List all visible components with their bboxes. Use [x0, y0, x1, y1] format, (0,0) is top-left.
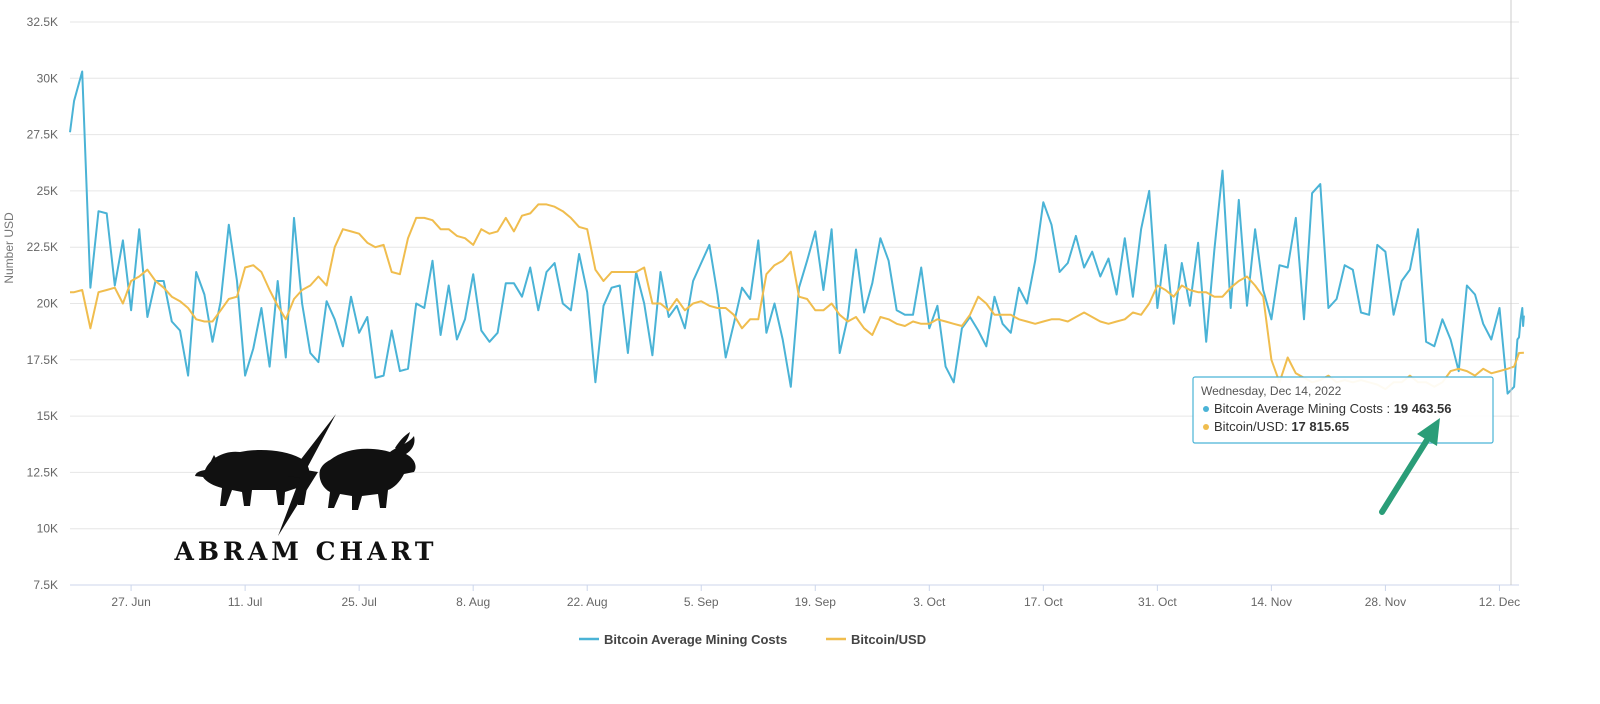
tooltip-label-btcusd: Bitcoin/USD: [1214, 419, 1291, 434]
arrow-head [1417, 418, 1440, 446]
y-tick-label: 25K [37, 184, 58, 198]
x-tick-label: 22. Aug [567, 595, 608, 609]
y-axis-title: Number USD [2, 212, 16, 284]
y-tick-label: 32.5K [27, 15, 58, 29]
x-tick-label: 14. Nov [1251, 595, 1292, 609]
x-tick-label: 17. Oct [1024, 595, 1063, 609]
y-axis: 7.5K 10K 12.5K 15K 17.5K 20K 22.5K 25K 27.5K 30K 3… [27, 15, 58, 592]
series [69, 70, 1525, 395]
x-tick-label: 5. Sep [684, 595, 719, 609]
grid [70, 21, 1519, 586]
legend: Bitcoin Average Mining Costs Bitcoin/USD [579, 632, 926, 647]
tooltip-value-btcusd: 17 815.65 [1291, 419, 1349, 434]
x-axis: 27. Jun 11. Jul 25. Jul 8. Aug 22. Aug 5. Sep… [70, 584, 1520, 609]
y-tick-label: 15K [37, 409, 58, 423]
x-tick-label: 27. Jun [111, 595, 150, 609]
legend-item-btc-usd[interactable]: Bitcoin/USD [826, 632, 926, 647]
legend-label-btcusd[interactable]: Bitcoin/USD [851, 632, 926, 647]
x-tick-label: 8. Aug [456, 595, 490, 609]
y-tick-label: 17.5K [27, 353, 58, 367]
watermark-text: ABRAM CHART [174, 537, 438, 566]
x-tick-label: 28. Nov [1365, 595, 1406, 609]
legend-item-mining-costs[interactable]: Bitcoin Average Mining Costs [579, 632, 787, 647]
tooltip-box [1192, 376, 1494, 444]
y-tick-label: 30K [37, 71, 58, 85]
y-tick-label: 10K [37, 522, 58, 536]
abram-chart-logo: ABRAM CHART [174, 414, 438, 566]
y-tick-label: 12.5K [27, 465, 58, 479]
x-tick-label: 19. Sep [795, 595, 837, 609]
x-tick-label: 31. Oct [1138, 595, 1177, 609]
bear-bull-icon [195, 414, 416, 536]
series-line-mining-costs[interactable] [69, 70, 1525, 395]
series-line-btc-usd[interactable] [70, 203, 1524, 391]
x-tick-label: 25. Jul [341, 595, 376, 609]
y-tick-label: 27.5K [27, 128, 58, 142]
x-tick-label: 11. Jul [228, 595, 262, 609]
tooltip-value-mining: 19 463.56 [1394, 401, 1452, 416]
x-tick-label: 3. Oct [913, 595, 946, 609]
x-tick-label: 12. Dec [1479, 595, 1520, 609]
tooltip-row-mining: Bitcoin Average Mining Costs : 19 463.56 [1214, 401, 1452, 416]
arrow-shaft [1379, 437, 1430, 515]
tooltip-label-mining: Bitcoin Average Mining Costs : [1214, 401, 1394, 416]
tooltip-row-btcusd: Bitcoin/USD: 17 815.65 [1214, 419, 1349, 434]
annotation-arrow [1379, 418, 1440, 515]
tooltip-date: Wednesday, Dec 14, 2022 [1201, 384, 1342, 398]
y-tick-label: 22.5K [27, 240, 58, 254]
tooltip-marker-mining [1203, 406, 1209, 412]
tooltip: Wednesday, Dec 14, 2022 Bitcoin Average … [1192, 376, 1494, 444]
y-tick-label: 7.5K [33, 578, 58, 592]
y-tick-label: 20K [37, 297, 58, 311]
legend-label-mining[interactable]: Bitcoin Average Mining Costs [604, 632, 787, 647]
tooltip-marker-btcusd [1203, 424, 1209, 430]
